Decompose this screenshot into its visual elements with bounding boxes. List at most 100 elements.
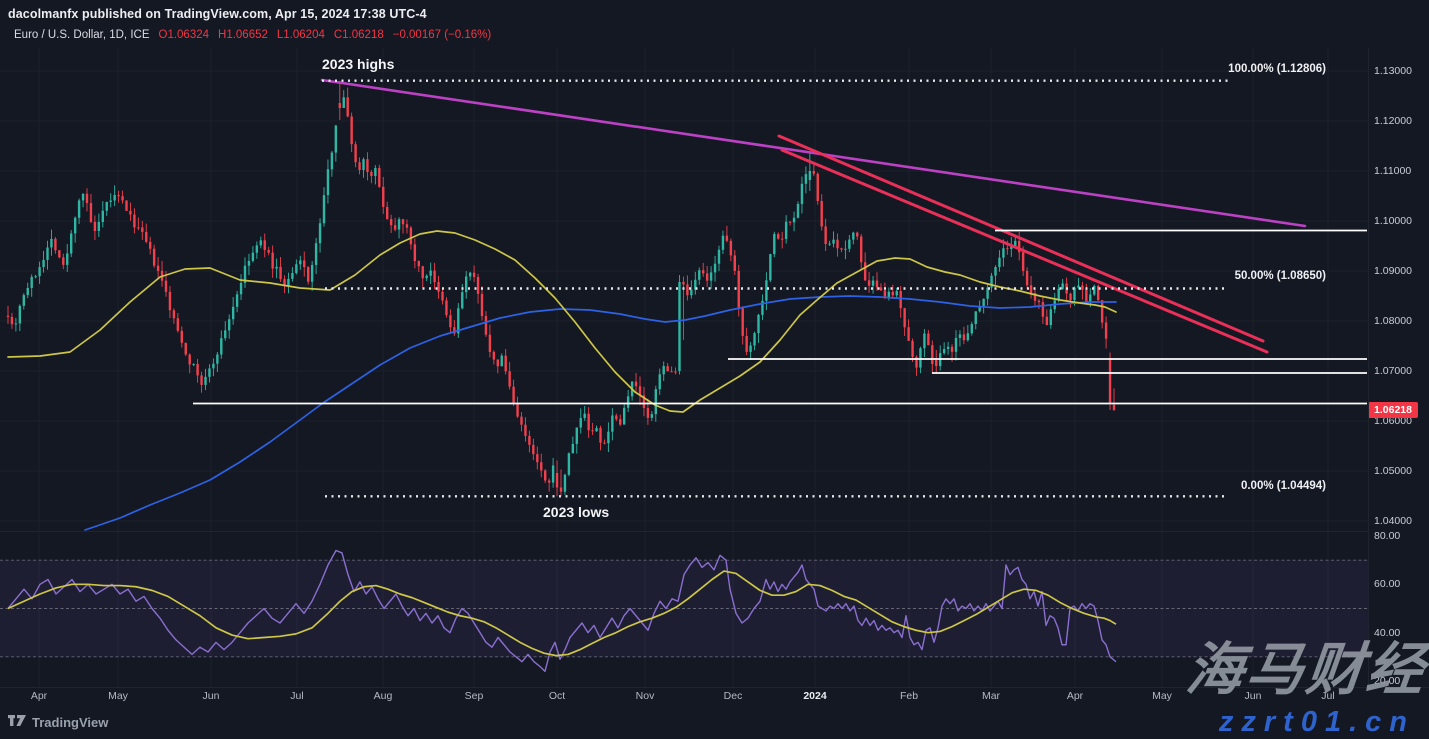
candle-body	[310, 264, 314, 282]
red-channel-upper[interactable]	[777, 134, 1265, 343]
tradingview-logo[interactable]: TradingView	[8, 715, 108, 730]
fib-label-0: 0.00% (1.04494)	[1240, 480, 1326, 492]
candle-body	[54, 238, 57, 251]
candle-body	[686, 284, 689, 296]
candle-body	[441, 291, 444, 301]
candle-body	[844, 248, 847, 250]
candle-body	[255, 245, 259, 253]
tradingview-logo-icon	[8, 715, 26, 726]
candle-body	[121, 196, 124, 201]
candle-body	[500, 355, 503, 367]
ohlc-change: −0.00167 (−0.16%)	[392, 29, 492, 41]
candle-body	[781, 238, 784, 240]
month-label: Mar	[981, 690, 1001, 702]
candle-body	[678, 282, 681, 371]
candle-body	[619, 419, 622, 425]
price-tick-label: 1.04000	[1374, 515, 1412, 527]
candle-body	[425, 275, 428, 279]
candle-body	[117, 195, 120, 197]
candle-body	[401, 219, 405, 225]
candle-body	[14, 323, 18, 325]
candle-body	[196, 363, 199, 376]
candle-body	[895, 291, 898, 296]
candle-body	[1097, 285, 1100, 301]
candle-body	[745, 335, 748, 352]
candle-body	[453, 327, 456, 334]
candle-body	[307, 267, 310, 282]
candle-body	[1041, 302, 1045, 317]
candle-body	[299, 260, 302, 265]
candle-body	[1006, 248, 1009, 250]
candle-body	[753, 333, 756, 346]
candle-body	[113, 195, 116, 201]
candle-body	[50, 238, 53, 248]
magenta-downtrend[interactable]	[320, 78, 1307, 228]
red-channel-lower[interactable]	[780, 148, 1269, 354]
candle-body	[1061, 283, 1064, 289]
candle-body	[1104, 322, 1108, 339]
indicator-tick-label: 40.00	[1374, 626, 1401, 639]
axis-border	[1368, 48, 1369, 687]
candle-body	[765, 280, 768, 301]
candle-body	[46, 247, 49, 260]
candle-body	[694, 279, 697, 290]
pane-divider[interactable]	[0, 531, 1368, 532]
candle-body	[824, 226, 827, 245]
month-label: May	[1152, 690, 1172, 702]
candle-body	[239, 282, 243, 295]
candle-body	[176, 318, 180, 331]
candle-body	[563, 474, 567, 492]
candle-body	[271, 252, 274, 269]
candle-body	[212, 363, 215, 369]
candle-body	[603, 442, 606, 444]
candle-body	[757, 314, 760, 334]
candle-body	[773, 234, 776, 255]
candle-body	[129, 210, 132, 215]
watermark-url: zzrt01.cn	[1218, 706, 1415, 738]
candle-body	[125, 200, 128, 211]
candle-body	[935, 360, 938, 366]
candle-body	[267, 250, 270, 253]
candle-body	[788, 221, 792, 223]
candle-body	[6, 315, 10, 317]
candle-body	[860, 236, 863, 263]
candle-body	[986, 287, 989, 299]
candle-body	[1093, 285, 1096, 295]
candle-body	[1018, 240, 1021, 253]
price-tick-label: 1.06000	[1374, 415, 1412, 427]
candle-body	[461, 292, 464, 309]
candle-body	[283, 279, 286, 287]
fib-label-50: 50.00% (1.08650)	[1234, 270, 1326, 282]
candle-body	[733, 255, 736, 271]
candle-body	[279, 266, 282, 280]
candle-body	[480, 293, 484, 317]
candle-body	[1049, 309, 1052, 326]
symbol-title[interactable]: Euro / U.S. Dollar, 1D, ICE	[14, 29, 150, 41]
candle-body	[1021, 252, 1025, 271]
candle-body	[994, 267, 997, 276]
price-tick-label: 1.08000	[1374, 315, 1412, 327]
candle-body	[405, 224, 409, 228]
candle-body	[172, 310, 176, 319]
candle-body	[516, 402, 519, 417]
candle-body	[437, 282, 440, 292]
candle-body	[528, 435, 531, 445]
candle-body	[670, 371, 673, 373]
month-label: Oct	[548, 690, 566, 702]
candle-body	[429, 270, 432, 276]
candle-body	[137, 227, 140, 229]
candle-body	[591, 430, 594, 432]
candle-body	[709, 272, 713, 281]
candle-body	[338, 103, 341, 108]
candle-body	[915, 356, 918, 368]
candle-body	[1037, 300, 1041, 303]
time-scale[interactable]: Apr May Jun Jul Aug Sep Oct Nov Dec 2024 Feb Mar Apr…	[0, 690, 1429, 710]
candle-body	[1112, 404, 1116, 411]
candle-body	[970, 324, 973, 334]
candle-body	[386, 206, 389, 220]
month-label: Sep	[464, 690, 484, 702]
candle-body	[927, 333, 930, 346]
candle-body	[1100, 300, 1104, 323]
